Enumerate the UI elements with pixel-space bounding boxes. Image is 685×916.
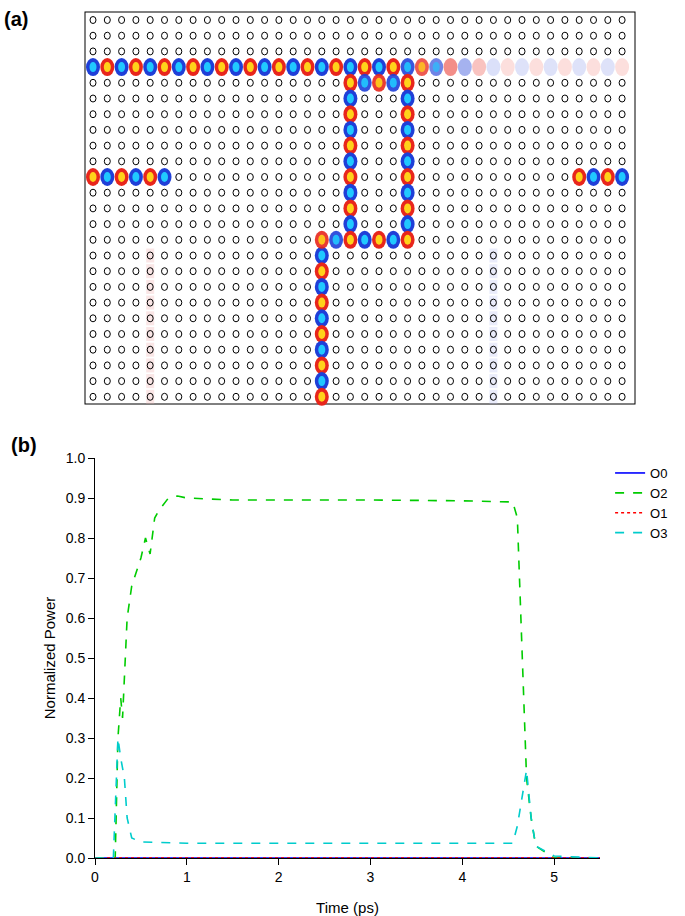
svg-text:0.9: 0.9 (66, 490, 86, 506)
svg-text:0.1: 0.1 (66, 810, 86, 826)
svg-text:1.0: 1.0 (66, 450, 86, 466)
svg-text:O1: O1 (650, 506, 667, 521)
svg-text:0.7: 0.7 (66, 570, 86, 586)
svg-text:0.0: 0.0 (66, 850, 86, 866)
svg-text:O2: O2 (650, 486, 667, 501)
svg-text:0.5: 0.5 (66, 650, 86, 666)
svg-text:0.8: 0.8 (66, 530, 86, 546)
svg-text:1: 1 (183, 869, 191, 885)
svg-text:3: 3 (367, 869, 375, 885)
svg-text:(a): (a) (4, 8, 28, 30)
svg-text:0.6: 0.6 (66, 610, 86, 626)
svg-text:0.3: 0.3 (66, 730, 86, 746)
svg-text:0: 0 (91, 869, 99, 885)
svg-text:0.2: 0.2 (66, 770, 86, 786)
svg-text:0.4: 0.4 (66, 690, 86, 706)
svg-text:Normalized Power: Normalized Power (41, 597, 58, 720)
svg-text:(b): (b) (11, 434, 37, 456)
svg-text:4: 4 (458, 869, 466, 885)
svg-text:5: 5 (550, 869, 558, 885)
svg-text:O0: O0 (650, 466, 667, 481)
svg-text:O3: O3 (650, 526, 667, 541)
svg-text:2: 2 (275, 869, 283, 885)
svg-text:Time (ps): Time (ps) (316, 899, 379, 916)
